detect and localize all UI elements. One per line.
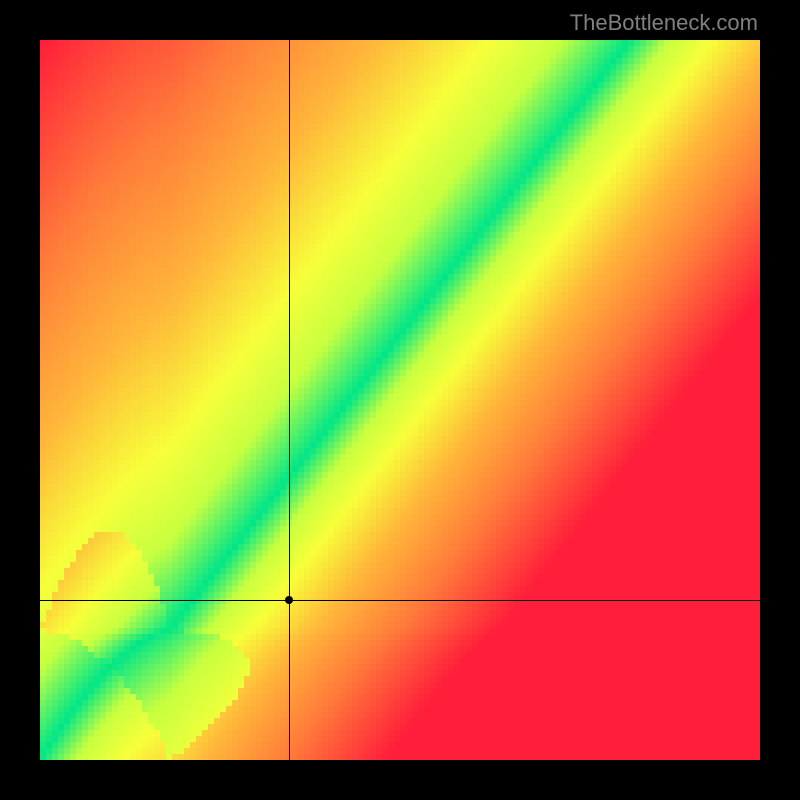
chart-container: TheBottleneck.com [0, 0, 800, 800]
marker-dot [285, 596, 293, 604]
heatmap-canvas [40, 40, 760, 760]
heatmap-plot [40, 40, 760, 760]
crosshair-horizontal [40, 600, 760, 601]
crosshair-vertical [289, 40, 290, 760]
watermark-text: TheBottleneck.com [570, 10, 758, 36]
